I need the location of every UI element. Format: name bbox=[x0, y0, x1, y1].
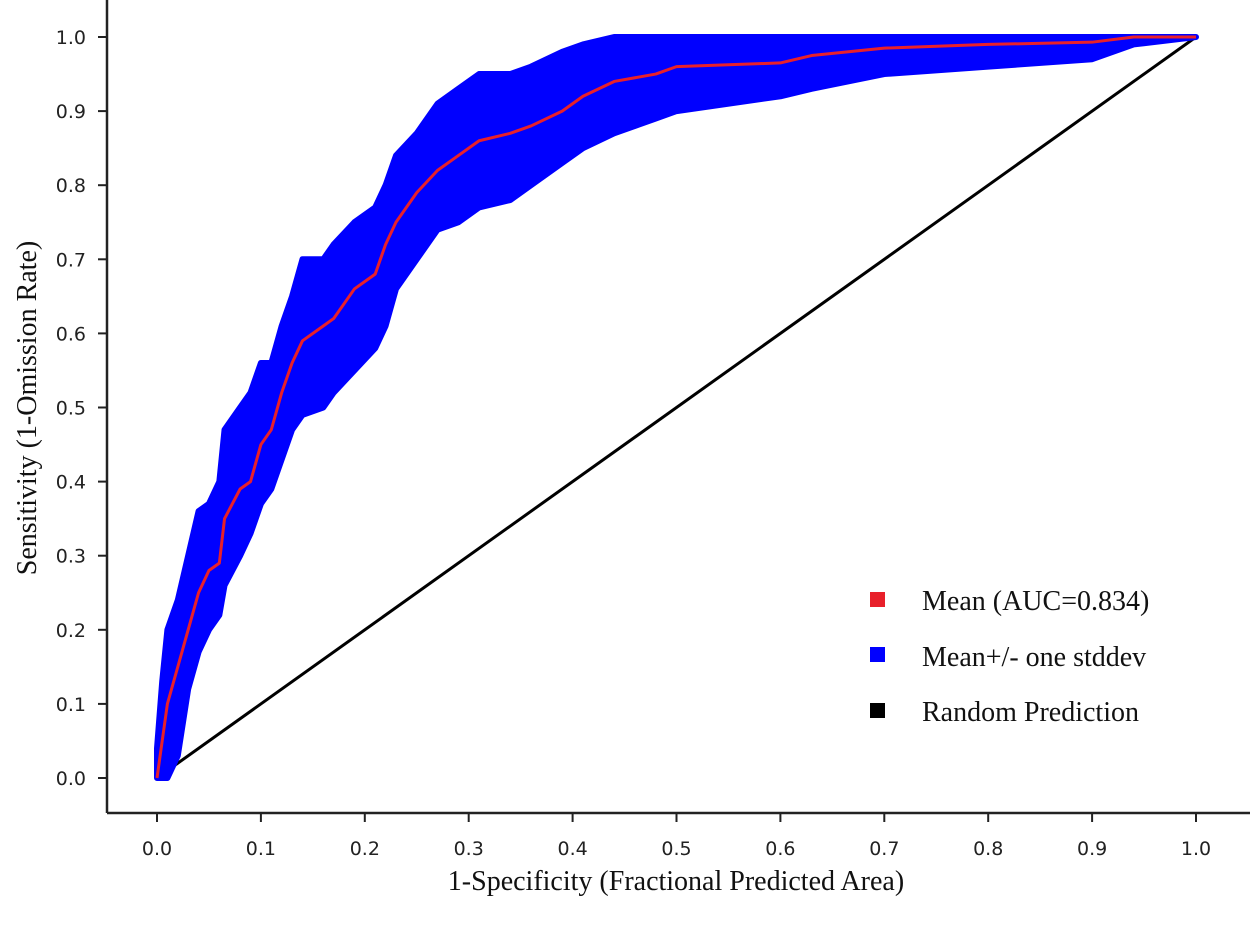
y-tick-label: 0.1 bbox=[56, 694, 86, 716]
x-tick-label: 0.8 bbox=[973, 838, 1003, 860]
legend-label-band: Mean+/- one stddev bbox=[922, 642, 1146, 673]
x-tick-label: 0.3 bbox=[454, 838, 484, 860]
y-tick-label: 0.3 bbox=[56, 546, 86, 568]
x-tick-label: 0.4 bbox=[557, 838, 587, 860]
legend-label-random: Random Prediction bbox=[922, 697, 1139, 728]
legend-swatch-mean bbox=[870, 592, 885, 607]
stddev-band-layer bbox=[154, 34, 1199, 781]
x-tick-label: 0.2 bbox=[350, 838, 380, 860]
y-ticks: 0.0 0.1 0.2 0.3 0.4 0.5 0.6 0.7 0.8 0.9 1.0 bbox=[56, 27, 107, 790]
x-tick-label: 0.0 bbox=[142, 838, 172, 860]
x-axis-title: 1-Specificity (Fractional Predicted Area… bbox=[448, 866, 904, 897]
y-tick-label: 0.4 bbox=[56, 472, 86, 494]
y-tick-label: 0.5 bbox=[56, 398, 86, 420]
mean-line bbox=[155, 35, 1196, 779]
y-tick-label: 0.7 bbox=[56, 249, 86, 271]
y-tick-label: 0.8 bbox=[56, 175, 86, 197]
random-prediction-line bbox=[156, 35, 1197, 780]
y-tick-label: 0.9 bbox=[56, 101, 86, 123]
mean-line-layer bbox=[155, 35, 1197, 779]
random-line-layer bbox=[156, 35, 1197, 780]
legend: Mean (AUC=0.834) Mean+/- one stddev Rand… bbox=[870, 586, 1149, 728]
x-tick-label: 0.9 bbox=[1077, 838, 1107, 860]
x-ticks: 0.0 0.1 0.2 0.3 0.4 0.5 0.6 0.7 0.8 0.9 1.0 bbox=[142, 813, 1211, 860]
x-tick-label: 1.0 bbox=[1181, 838, 1211, 860]
legend-swatch-band bbox=[870, 647, 885, 662]
x-tick-label: 0.7 bbox=[869, 838, 899, 860]
y-tick-label: 1.0 bbox=[56, 27, 86, 49]
stddev-band bbox=[154, 34, 1199, 781]
legend-label-mean: Mean (AUC=0.834) bbox=[922, 586, 1149, 617]
y-axis-title: Sensitivity (1-Omission Rate) bbox=[12, 241, 43, 575]
x-tick-label: 0.6 bbox=[765, 838, 795, 860]
x-tick-label: 0.1 bbox=[246, 838, 276, 860]
y-tick-label: 0.0 bbox=[56, 768, 86, 790]
y-tick-label: 0.6 bbox=[56, 323, 86, 345]
legend-swatch-random bbox=[870, 703, 885, 718]
x-tick-label: 0.5 bbox=[661, 838, 691, 860]
y-tick-label: 0.2 bbox=[56, 620, 86, 642]
